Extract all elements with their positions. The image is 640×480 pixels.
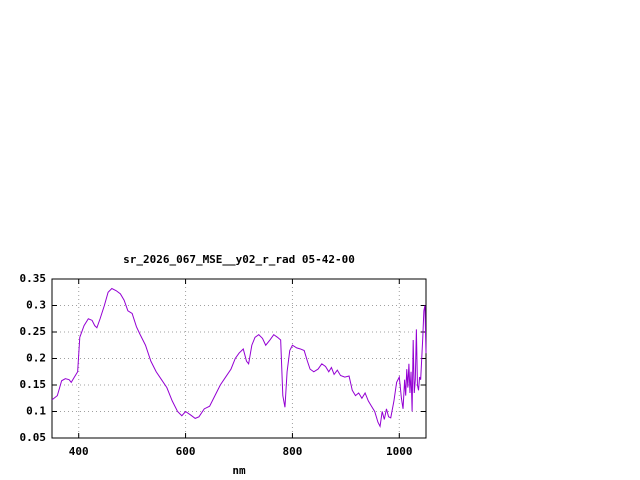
chart-title: sr_2026_067_MSE__y02_r_rad 05-42-00: [123, 253, 355, 266]
y-tick-label: 0.1: [26, 405, 46, 418]
y-tick-label: 0.35: [20, 272, 47, 285]
x-tick-label: 800: [282, 445, 302, 458]
data-line: [51, 287, 427, 428]
y-tick-label: 0.05: [20, 431, 47, 444]
y-tick-label: 0.3: [26, 299, 46, 312]
x-tick-label: 600: [176, 445, 196, 458]
x-tick-label: 400: [69, 445, 89, 458]
y-tick-label: 0.15: [20, 378, 47, 391]
x-tick-label: 1000: [386, 445, 413, 458]
x-axis-label: nm: [232, 464, 246, 477]
y-tick-label: 0.25: [20, 325, 47, 338]
y-tick-label: 0.2: [26, 352, 46, 365]
plot-frame: [51, 278, 427, 439]
